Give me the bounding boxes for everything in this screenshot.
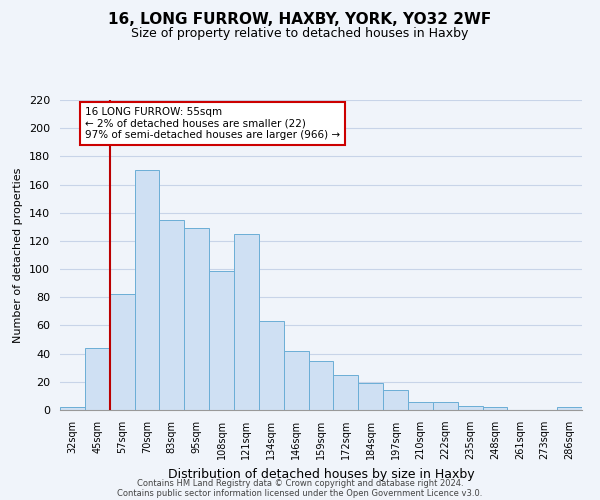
Bar: [60, 407, 85, 410]
Y-axis label: Number of detached properties: Number of detached properties: [13, 168, 23, 342]
Text: 16 LONG FURROW: 55sqm
← 2% of detached houses are smaller (22)
97% of semi-detac: 16 LONG FURROW: 55sqm ← 2% of detached h…: [85, 107, 340, 140]
Bar: [433, 402, 458, 410]
Bar: [408, 402, 433, 410]
Bar: [209, 270, 234, 410]
Bar: [308, 360, 334, 410]
Text: Contains public sector information licensed under the Open Government Licence v3: Contains public sector information licen…: [118, 488, 482, 498]
Text: Contains HM Land Registry data © Crown copyright and database right 2024.: Contains HM Land Registry data © Crown c…: [137, 478, 463, 488]
Bar: [134, 170, 160, 410]
Bar: [160, 220, 184, 410]
Bar: [383, 390, 408, 410]
Bar: [234, 234, 259, 410]
Text: 16, LONG FURROW, HAXBY, YORK, YO32 2WF: 16, LONG FURROW, HAXBY, YORK, YO32 2WF: [109, 12, 491, 28]
Text: Size of property relative to detached houses in Haxby: Size of property relative to detached ho…: [131, 28, 469, 40]
X-axis label: Distribution of detached houses by size in Haxby: Distribution of detached houses by size …: [167, 468, 475, 480]
Bar: [358, 383, 383, 410]
Bar: [259, 321, 284, 410]
Bar: [334, 375, 358, 410]
Bar: [557, 407, 582, 410]
Bar: [458, 406, 482, 410]
Bar: [110, 294, 134, 410]
Bar: [284, 351, 308, 410]
Bar: [184, 228, 209, 410]
Bar: [85, 348, 110, 410]
Bar: [482, 407, 508, 410]
